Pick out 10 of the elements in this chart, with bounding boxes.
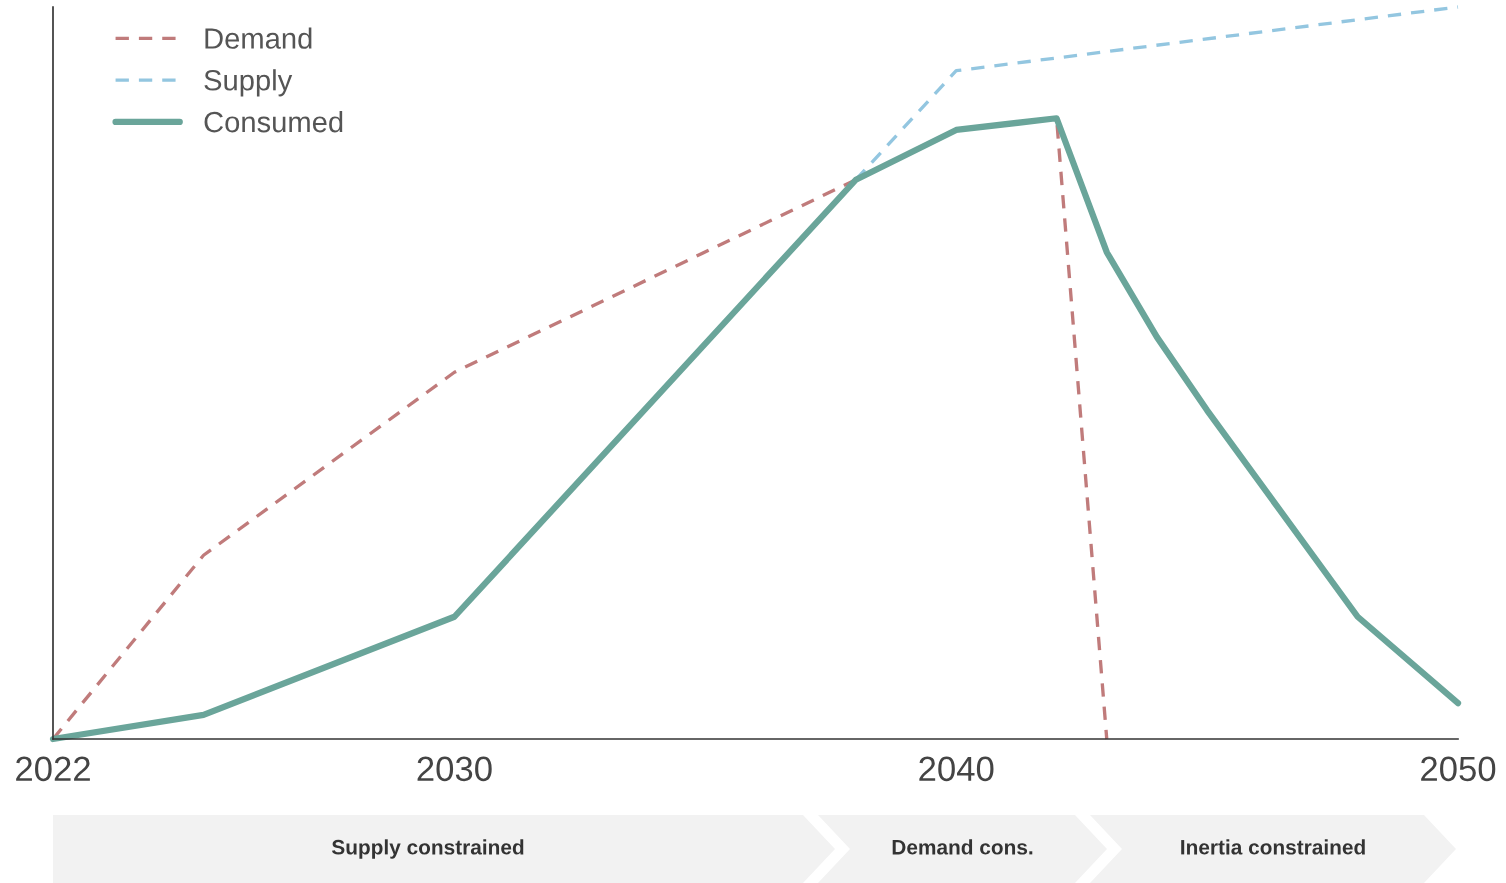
- legend-label: Demand: [205, 27, 312, 49]
- x-tick-label: 2040: [919, 756, 994, 782]
- legend-label: Supply: [204, 69, 293, 97]
- x-tick-label: 2050: [1421, 756, 1496, 782]
- text: Demand cons.: [892, 839, 1033, 855]
- legend-label: Consumed: [204, 110, 343, 133]
- x-tick-label: 2022: [16, 756, 90, 782]
- x-tick-label: 2030: [417, 756, 492, 782]
- text: Supply constrained: [331, 839, 524, 859]
- text: Inertia constrained: [1181, 839, 1365, 855]
